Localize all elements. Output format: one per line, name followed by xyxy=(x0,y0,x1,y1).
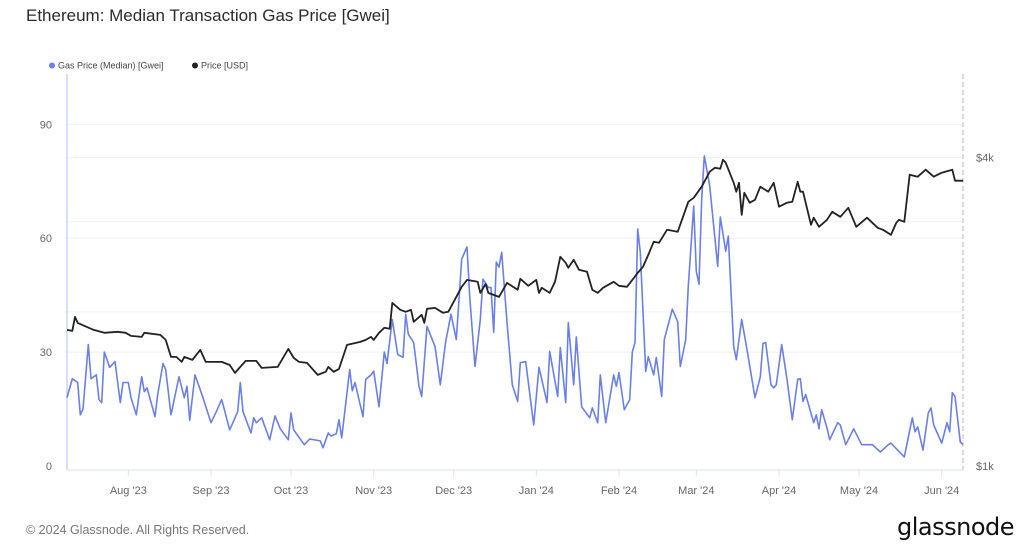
y-right-tick-label: $1k xyxy=(976,461,994,473)
y-left-tick-label: 60 xyxy=(40,233,52,245)
y-left-tick-label: 0 xyxy=(46,461,52,473)
legend-price-marker xyxy=(192,62,198,69)
series-lines xyxy=(66,155,964,458)
copyright-text: © 2024 Glassnode. All Rights Reserved. xyxy=(26,523,250,537)
legend-item-gas-price[interactable]: Gas Price (Median) [Gwei] xyxy=(49,61,164,71)
gas-price-line xyxy=(66,155,964,458)
y-left-tick-label: 30 xyxy=(40,347,52,359)
x-tick-label: Nov '23 xyxy=(355,485,392,497)
y-right-tick-label: $4k xyxy=(976,153,994,165)
left-y-axis: 0 30 60 90 xyxy=(40,119,52,473)
x-tick-label: Dec '23 xyxy=(435,485,472,497)
chart-title: Ethereum: Median Transaction Gas Price [… xyxy=(26,6,390,25)
x-tick-label: Apr '24 xyxy=(762,485,797,497)
y-left-tick-label: 90 xyxy=(40,119,52,131)
x-tick-label: Aug '23 xyxy=(110,485,147,497)
x-tick-label: Mar '24 xyxy=(678,485,714,497)
x-tick-label: Jan '24 xyxy=(519,485,554,497)
x-tick-label: Sep '23 xyxy=(193,485,230,497)
legend-price-label: Price [USD] xyxy=(201,61,248,71)
x-tick-label: Feb '24 xyxy=(601,485,637,497)
x-tick-label: Jun '24 xyxy=(924,485,959,497)
legend-gas-label: Gas Price (Median) [Gwei] xyxy=(58,61,164,71)
glassnode-logo: glassnode xyxy=(897,513,1015,541)
x-tick-label: May '24 xyxy=(840,485,878,497)
eth-price-line xyxy=(66,158,963,376)
legend: Gas Price (Median) [Gwei] Price [USD] xyxy=(49,61,248,71)
grid xyxy=(67,123,963,353)
x-axis: Aug '23 Sep '23 Oct '23 Nov '23 Dec '23 Jan '… xyxy=(110,470,959,497)
right-y-axis: $1k $4k xyxy=(976,153,994,473)
legend-item-price[interactable]: Price [USD] xyxy=(192,61,248,71)
legend-gas-marker xyxy=(49,62,55,69)
x-tick-label: Oct '23 xyxy=(274,485,309,497)
